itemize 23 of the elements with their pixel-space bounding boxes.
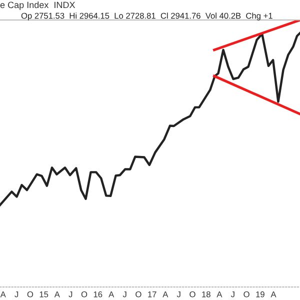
- x-tick-label: 17: [148, 291, 156, 298]
- x-tick-label: 16: [94, 291, 102, 298]
- chart-title: e Cap Index INDX: [0, 2, 76, 10]
- x-tick-label: J: [230, 291, 234, 298]
- x-tick-label: O: [190, 291, 196, 298]
- x-tick-label: 15: [40, 291, 48, 298]
- x-tick-label: O: [81, 291, 88, 298]
- x-tick-label: O: [136, 291, 142, 298]
- x-tick-label: O: [244, 291, 250, 298]
- x-tick-label: O: [27, 291, 34, 298]
- x-tick-label: J: [68, 291, 72, 298]
- x-tick-label: A: [0, 291, 6, 298]
- chart-subtitle: Op 2751.53 Hi 2964.15 Lo 2728.81 Cl 2941.76 Vol 40.2B Chg +1: [21, 12, 272, 20]
- x-tick-label: A: [54, 291, 60, 298]
- x-tick-label: J: [14, 291, 18, 298]
- x-tick-label: A: [216, 291, 222, 298]
- x-tick-label: A: [108, 291, 114, 298]
- x-tick-label: 19: [256, 291, 264, 298]
- x-tick-label: A: [270, 291, 276, 298]
- x-tick-label: J: [122, 291, 126, 298]
- x-tick-label: J: [176, 291, 180, 298]
- x-tick-label: 18: [202, 291, 210, 298]
- x-tick-label: A: [162, 291, 168, 298]
